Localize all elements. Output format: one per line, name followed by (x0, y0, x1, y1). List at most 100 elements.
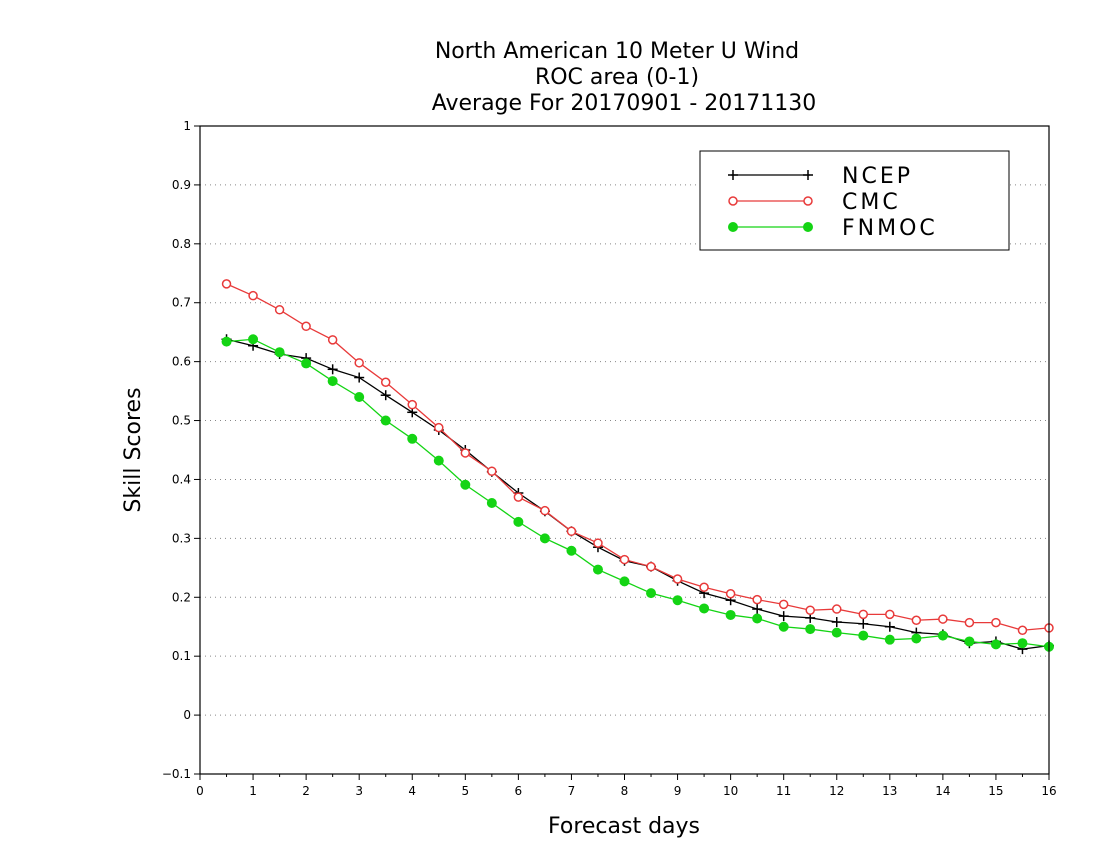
data-point-fnmoc (619, 576, 630, 587)
x-tick-label: 13 (882, 784, 897, 798)
data-point-cmc (434, 422, 444, 433)
x-tick-label: 14 (935, 784, 950, 798)
data-point-fnmoc (672, 595, 683, 606)
data-point-cmc (885, 609, 895, 620)
data-point-ncep (354, 372, 365, 383)
x-tick-label: 15 (988, 784, 1003, 798)
x-tick-label: 9 (674, 784, 682, 798)
y-tick-label: 0.5 (172, 414, 191, 428)
data-point-cmc (327, 335, 338, 345)
legend-item-fnmoc: FNMOC (728, 216, 938, 241)
y-tick-label: 0.6 (172, 355, 191, 369)
data-point-cmc (778, 599, 789, 610)
data-point-fnmoc (539, 533, 550, 544)
data-point-cmc (301, 321, 311, 332)
data-point-ncep (778, 611, 789, 622)
legend-marker-cmc (728, 196, 738, 206)
data-point-fnmoc (460, 479, 471, 490)
y-tick-label: 0.9 (172, 178, 191, 192)
x-tick-label: 10 (723, 784, 738, 798)
series-line-ncep (226, 338, 1050, 650)
data-point-cmc (672, 574, 683, 584)
y-tick-label: 0.7 (172, 296, 191, 310)
data-point-cmc (354, 358, 364, 368)
data-point-fnmoc (990, 639, 1001, 650)
x-tick-label: 0 (196, 784, 204, 798)
legend-marker-ncep (803, 170, 813, 180)
legend-marker-fnmoc (803, 222, 813, 232)
data-point-cmc (487, 466, 497, 476)
data-point-cmc (725, 588, 736, 599)
data-point-ncep (858, 618, 869, 629)
data-point-cmc (248, 290, 258, 301)
data-point-fnmoc (380, 415, 391, 426)
legend-item-cmc: CMC (728, 190, 901, 215)
y-tick-label: 0.3 (172, 531, 191, 545)
chart-title-line-3: Average For 20170901 - 20171130 (432, 91, 817, 116)
data-point-ncep (380, 390, 391, 401)
data-point-fnmoc (752, 613, 763, 624)
x-tick-label: 2 (302, 784, 310, 798)
data-point-cmc (566, 526, 577, 537)
data-point-fnmoc (778, 621, 789, 632)
legend-marker-fnmoc (728, 222, 738, 232)
data-point-cmc (991, 617, 1001, 628)
x-tick-label: 16 (1041, 784, 1056, 798)
data-point-fnmoc (699, 603, 710, 614)
x-tick-label: 6 (515, 784, 523, 798)
data-point-cmc (274, 305, 285, 315)
data-point-fnmoc (964, 636, 975, 647)
data-point-cmc (1017, 625, 1028, 636)
series-cmc (221, 279, 1054, 636)
legend-label-fnmoc: FNMOC (842, 216, 938, 241)
axis-ticks: −0.100.10.20.30.40.50.60.70.80.910 1 2 3 4 5 6… (162, 119, 1057, 798)
series-line-cmc (226, 283, 1050, 631)
data-point-ncep (327, 364, 338, 375)
x-tick-label: 8 (621, 784, 629, 798)
series-layer (221, 279, 1054, 655)
data-point-cmc (380, 377, 391, 388)
chart-title-line-2: ROC area (0-1) (535, 65, 699, 90)
data-point-fnmoc (327, 376, 338, 387)
data-point-fnmoc (1017, 638, 1028, 649)
data-point-fnmoc (566, 545, 577, 556)
data-point-ncep (831, 617, 842, 628)
y-tick-label: 0.4 (172, 472, 191, 486)
data-point-fnmoc (884, 634, 895, 645)
y-tick-label: 1 (183, 119, 191, 133)
chart-title-line-1: North American 10 Meter U Wind (435, 39, 799, 64)
data-point-fnmoc (513, 516, 524, 527)
data-point-cmc (619, 554, 630, 565)
y-tick-label: 0.8 (172, 237, 191, 251)
series-fnmoc (221, 334, 1054, 652)
data-point-fnmoc (911, 633, 922, 644)
legend-marker-cmc (803, 196, 813, 206)
x-tick-label: 12 (829, 784, 844, 798)
legend-label-cmc: CMC (842, 190, 901, 215)
data-point-cmc (805, 605, 815, 615)
data-point-cmc (407, 399, 417, 410)
data-point-cmc (699, 582, 709, 593)
x-axis-label: Forecast days (548, 814, 700, 839)
data-point-fnmoc (433, 455, 444, 466)
data-point-fnmoc (858, 630, 869, 641)
data-point-ncep (752, 604, 763, 615)
x-tick-label: 7 (568, 784, 576, 798)
data-point-fnmoc (805, 624, 816, 635)
data-point-cmc (540, 505, 550, 516)
legend-marker-ncep (728, 170, 738, 180)
data-point-fnmoc (937, 630, 948, 641)
data-point-cmc (513, 492, 524, 502)
x-tick-label: 11 (776, 784, 791, 798)
data-point-cmc (858, 609, 869, 620)
data-point-fnmoc (248, 334, 259, 345)
data-point-fnmoc (486, 498, 497, 509)
x-tick-label: 4 (408, 784, 416, 798)
data-point-fnmoc (725, 609, 736, 620)
data-point-fnmoc (301, 358, 312, 369)
y-tick-label: 0 (183, 708, 191, 722)
data-point-cmc (460, 448, 471, 458)
data-point-fnmoc (592, 564, 603, 575)
data-point-cmc (752, 594, 762, 605)
